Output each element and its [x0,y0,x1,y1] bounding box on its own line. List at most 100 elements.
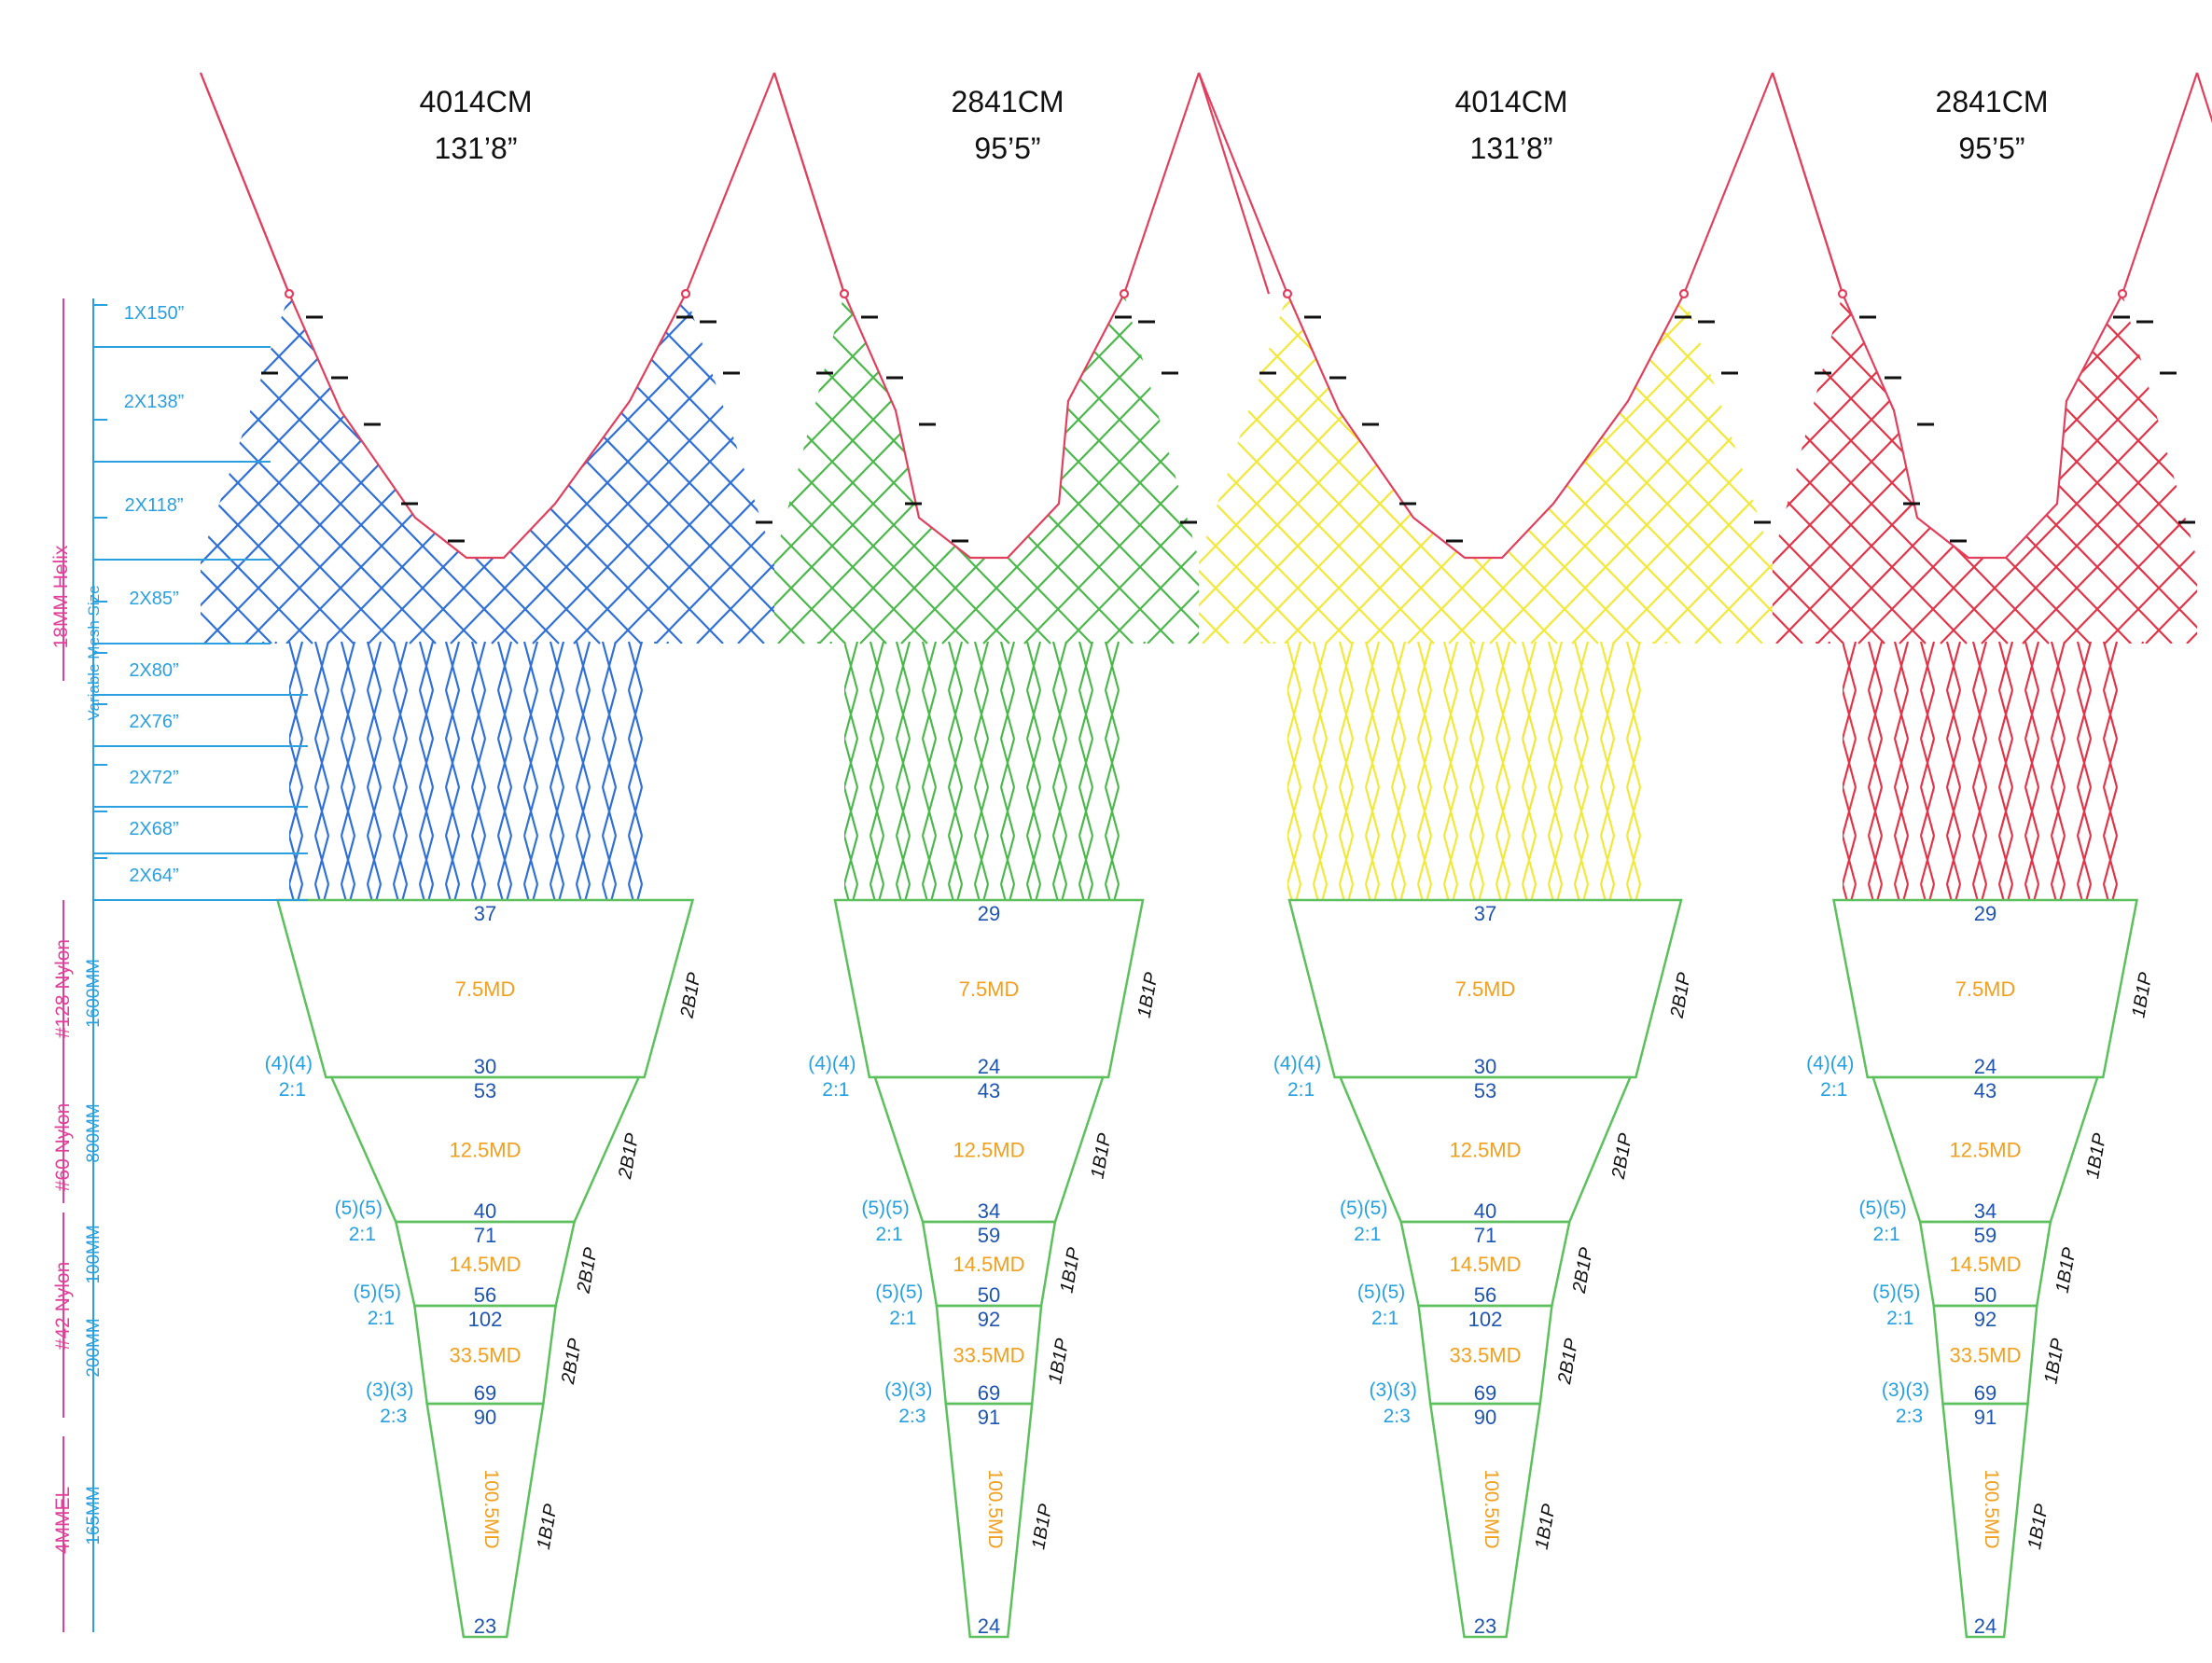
ratio-label: 2:1 [1873,1224,1900,1245]
ply-label: 2B1P [1667,970,1695,1020]
mesh-depth-label: 100.5MD [984,1469,1006,1548]
mesh-depth-label: 14.5MD [953,1253,1024,1276]
mesh-count-top: 59 [1974,1224,1996,1247]
ply-label: 1B1P [2052,1245,2080,1295]
mesh-count-bottom: 34 [978,1199,1000,1223]
mesh-count-top: 71 [474,1224,496,1247]
ratio-label: 2:3 [380,1406,407,1427]
mesh-count-bottom: 56 [1474,1283,1496,1307]
mesh-count-bottom: 56 [474,1283,496,1307]
ratio-label: 2:1 [349,1224,376,1245]
edge-ticks [1259,315,1771,543]
ratio-label: 2:1 [279,1079,306,1101]
codend-section [425,1402,545,1639]
wing-edge [1771,72,2123,560]
outline-2 [772,72,1271,560]
wing-edge-up [1682,72,1774,295]
peak-node [839,288,850,299]
mesh-count-bottom: 50 [1974,1283,1996,1307]
codend-panel-2: 29 24 7.5MD 1B1P (4)(4) 2:1 43 34 12.5MD 1B1P (5)(… [808,898,1162,1639]
ratio-label: 2:1 [1287,1079,1315,1101]
wing-edge-up [1122,72,1201,295]
label-200mm: 200MM [84,1318,104,1377]
peak-node [1678,288,1690,299]
wing-edge-up [2121,72,2199,295]
ratio-label: 2:1 [1820,1079,1847,1101]
ratio-label: (5)(5) [1858,1198,1906,1219]
label-mmel: 4MMEL [52,1487,74,1554]
ply-label: 1B1P [1028,1502,1056,1551]
outline-1 [199,72,846,560]
mesh-count-top: 59 [978,1224,1000,1247]
edge-ticks [816,315,1197,543]
mesh-count-bottom: 30 [474,1055,496,1078]
mesh-count-top: 92 [1974,1308,1996,1331]
codend-section [1831,898,2139,1079]
ply-label: 2B1P [558,1337,586,1387]
mesh-count-top: 37 [1474,902,1496,925]
header-ft: 131’8” [1470,132,1553,165]
mesh-count-top: 91 [978,1406,1000,1429]
ply-label: 2B1P [573,1245,601,1296]
mesh-depth-label: 33.5MD [449,1344,521,1367]
wing-edge-up [684,72,776,295]
edge-ticks [261,315,772,543]
ply-label: 1B1P [1088,1131,1116,1181]
mesh-row-label: 2X68” [129,819,178,839]
ply-label: 1B1P [534,1502,562,1551]
codend-section [275,898,695,1079]
wing-edge-down [1197,72,1271,295]
ratio-label: (5)(5) [335,1198,383,1219]
ratio-label: (3)(3) [1370,1379,1417,1401]
header-ft: 95’5” [1958,132,2024,165]
ratio-label: (5)(5) [1872,1282,1920,1303]
peak-node [1282,288,1293,299]
label-800mm: 800MM [84,1103,104,1162]
ratio-label: (5)(5) [354,1282,401,1303]
ply-label: 2B1P [1569,1245,1597,1296]
header-ft: 95’5” [974,132,1040,165]
peak-node [2117,288,2128,299]
mesh-depth-label: 12.5MD [1449,1139,1521,1162]
ratio-label: (3)(3) [1882,1379,1929,1401]
ratio-label: 2:1 [1354,1224,1381,1245]
ply-label: 2B1P [1554,1337,1582,1387]
mesh-count-top: 43 [978,1079,1000,1102]
ratio-label: (5)(5) [861,1198,909,1219]
wing-edge [199,72,687,560]
ratio-label: (3)(3) [884,1379,932,1401]
mesh-count-bottom: 69 [978,1381,1000,1405]
ratio-label: 2:1 [1371,1308,1398,1329]
ratio-label: 2:3 [1896,1406,1923,1427]
mesh-count-bottom: 24 [1974,1614,1996,1638]
outline-4 [1771,72,2212,560]
mesh-row-label: 2X118” [124,495,183,516]
panel-headers: 4014CM 131’8” 2841CM 95’5” 4014CM 131’8” 2841C… [420,85,2049,165]
panel-outlines [199,72,2212,560]
mesh-row-label: 2X80” [129,660,178,681]
ratio-label: (5)(5) [1340,1198,1387,1219]
ply-label: 2B1P [676,970,704,1020]
label-nylon42: #42 Nylon [52,1262,74,1351]
peak-node [284,288,295,299]
mesh-depth-label: 100.5MD [480,1469,502,1548]
ratio-label: 2:1 [822,1079,849,1101]
mesh-count-bottom: 24 [978,1055,1000,1078]
mesh-depth-label: 12.5MD [1949,1139,2021,1162]
mesh-count-top: 102 [468,1308,503,1331]
ratio-label: 2:3 [898,1406,925,1427]
ratio-label: (4)(4) [265,1053,313,1074]
label-1600mm: 1600MM [84,959,104,1028]
mesh-count-top: 92 [978,1308,1000,1331]
mesh-depth-label: 7.5MD [959,977,1020,1001]
mesh-count-bottom: 30 [1474,1055,1496,1078]
mesh-count-bottom: 34 [1974,1199,1996,1223]
mesh-depth-label: 33.5MD [1449,1344,1521,1367]
mesh-depth-label: 100.5MD [1481,1469,1502,1548]
ply-label: 2B1P [615,1131,643,1182]
mesh-depth-label: 14.5MD [1949,1253,2021,1276]
mesh-depth-label: 12.5MD [449,1139,521,1162]
codend-sections: 37 30 7.5MD 2B1P (4)(4) 2:1 53 40 12.5MD 2B1P (5)(… [265,898,2157,1639]
mesh-row-label: 2X85” [129,589,178,609]
